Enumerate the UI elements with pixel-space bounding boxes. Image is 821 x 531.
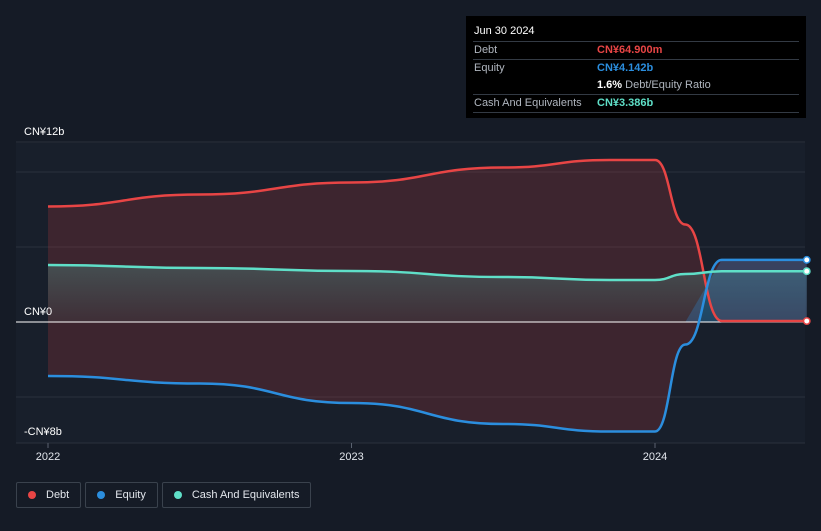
tooltip-ratio-value: 1.6% [597, 79, 623, 91]
y-label-top: CN¥12b [24, 126, 64, 138]
legend-debt-dot-icon [28, 491, 36, 499]
tooltip-panel: Jun 30 2024 Debt CN¥64.900m Equity CN¥4.… [466, 16, 806, 118]
tooltip-row-cash: Cash And Equivalents CN¥3.386b [473, 95, 799, 113]
cash-line [47, 263, 807, 282]
chart-legend: Debt Equity Cash And Equivalents [16, 482, 312, 510]
tooltip-row-equity: Equity CN¥4.142b [473, 60, 799, 77]
tooltip-equity-label: Equity [474, 62, 505, 74]
cash-end-marker [802, 267, 811, 276]
tooltip-cash-value: CN¥3.386b [597, 97, 654, 109]
x-axis-labels: 2022 2023 2024 [36, 443, 667, 463]
series-lines [47, 158, 807, 433]
y-label-bottom: -CN¥8b [24, 426, 62, 438]
legend-debt-label: Debt [46, 489, 70, 501]
y-label-zero: CN¥0 [24, 306, 52, 318]
debt-end-marker [802, 317, 811, 325]
legend-item-cash[interactable]: Cash And Equivalents [161, 482, 312, 508]
legend-cash-dot-icon [173, 491, 182, 499]
legend-equity-dot-icon [97, 491, 106, 499]
tooltip-row-debt: Debt CN¥64.900m [473, 42, 799, 60]
x-tick-label-2: 2024 [643, 451, 667, 463]
legend-equity-label: Equity [115, 489, 146, 501]
tooltip-date: Jun 30 2024 [473, 16, 799, 42]
tooltip-ratio-label: Debt/Equity Ratio [625, 79, 711, 91]
cash-area [48, 265, 807, 322]
tooltip-equity-value: CN¥4.142b [597, 62, 654, 74]
legend-item-debt[interactable]: Debt [16, 482, 82, 508]
tooltip-cash-label: Cash And Equivalents [474, 97, 582, 109]
tooltip-debt-label: Debt [474, 44, 498, 56]
legend-cash-label: Cash And Equivalents [191, 489, 300, 501]
legend-item-equity[interactable]: Equity [85, 482, 158, 508]
equity-area [685, 259, 807, 322]
tooltip-debt-value: CN¥64.900m [597, 44, 663, 56]
y-axis-labels: CN¥12b CN¥0 -CN¥8b [24, 126, 64, 438]
gridlines [16, 141, 805, 444]
equity-line [47, 258, 807, 433]
x-tick-label-0: 2022 [36, 451, 60, 463]
equity-end-marker [802, 255, 811, 264]
end-markers [802, 255, 811, 325]
series-areas [48, 160, 807, 432]
x-tick-label-1: 2023 [339, 451, 363, 463]
tooltip-row-ratio: 1.6% Debt/Equity Ratio [473, 77, 799, 95]
